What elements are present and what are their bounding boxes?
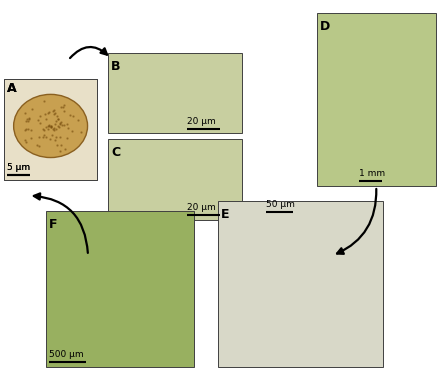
Text: C: C	[111, 146, 120, 159]
Bar	[108, 53, 242, 133]
Text: 5 μm: 5 μm	[7, 163, 30, 172]
Circle shape	[14, 94, 88, 158]
Bar	[317, 13, 436, 186]
Text: 500 μm: 500 μm	[49, 350, 84, 359]
Text: 5 μm: 5 μm	[7, 163, 30, 172]
Bar	[108, 139, 242, 220]
Bar	[4, 79, 97, 180]
Text: 50 μm: 50 μm	[266, 200, 295, 209]
Text: 1 mm: 1 mm	[359, 169, 385, 178]
Bar	[4, 79, 97, 180]
Text: A: A	[7, 82, 17, 96]
Text: B: B	[111, 60, 121, 73]
Bar	[218, 201, 383, 367]
Text: D: D	[319, 20, 330, 33]
Text: 20 μm: 20 μm	[187, 117, 216, 126]
Text: A: A	[7, 82, 17, 96]
Text: F: F	[49, 218, 58, 231]
Bar	[46, 211, 194, 367]
Text: E: E	[221, 208, 229, 221]
Text: 20 μm: 20 μm	[187, 203, 216, 212]
